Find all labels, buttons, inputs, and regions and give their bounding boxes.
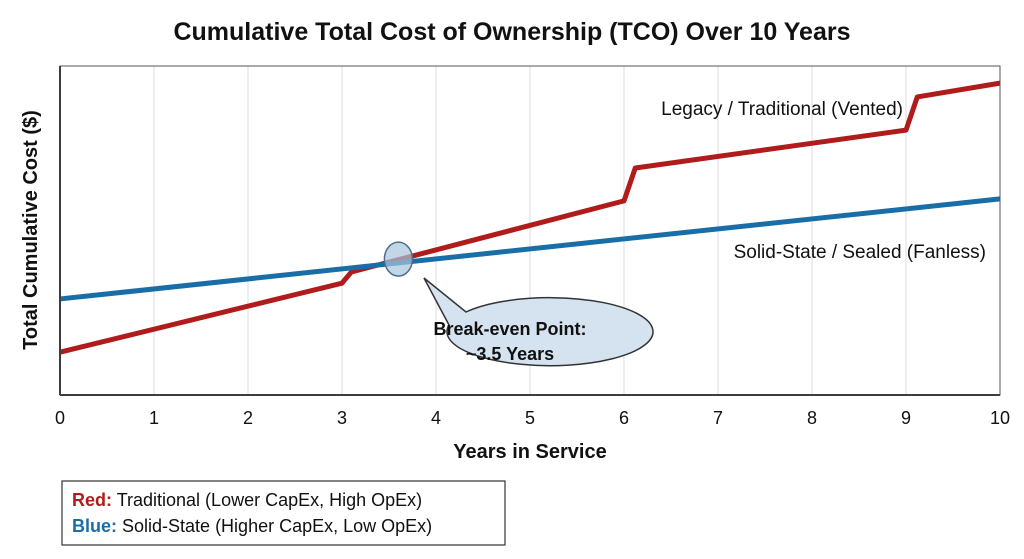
x-tick-label: 7 [713,408,723,428]
x-tick-label: 4 [431,408,441,428]
legend: Red: Traditional (Lower CapEx, High OpEx… [61,480,506,546]
series-label-traditional: Legacy / Traditional (Vented) [661,99,903,120]
legend-text-red: Traditional (Lower CapEx, High OpEx) [117,490,422,510]
x-tick-label: 8 [807,408,817,428]
legend-entry-red: Red: Traditional (Lower CapEx, High OpEx… [72,490,422,510]
legend-box [61,480,506,546]
x-tick-label: 5 [525,408,535,428]
x-tick-label: 2 [243,408,253,428]
x-tick-label: 1 [149,408,159,428]
x-tick-label: 10 [990,408,1010,428]
callout-line1: Break-even Point: [433,319,586,339]
legend-text-blue: Solid-State (Higher CapEx, Low OpEx) [122,516,432,536]
x-tick-label: 6 [619,408,629,428]
legend-key-blue: Blue: [72,516,117,536]
plot-frame [59,65,1001,396]
callout-line2: ~3.5 Years [466,344,554,364]
series-label-solid-state: Solid-State / Sealed (Fanless) [734,242,986,263]
x-tick-label: 0 [55,408,65,428]
chart-title: Cumulative Total Cost of Ownership (TCO)… [173,18,850,46]
break-even-callout: Break-even Point: ~3.5 Years [383,241,654,367]
callout-bubble [423,277,654,367]
x-tick-labels: 0 1 2 3 4 5 6 7 8 9 10 [55,408,1010,428]
series-lines [59,80,1001,355]
series-line-traditional [59,80,1001,355]
legend-entry-blue: Blue: Solid-State (Higher CapEx, Low OpE… [72,516,432,536]
legend-key-red: Red: [72,490,112,510]
x-axis-label: Years in Service [453,441,606,463]
x-tick-label: 9 [901,408,911,428]
grid [153,66,907,395]
x-tick-label: 3 [337,408,347,428]
break-even-marker [383,241,414,277]
y-axis-label: Total Cumulative Cost ($) [20,110,42,350]
series-line-solid-state [59,196,1001,302]
